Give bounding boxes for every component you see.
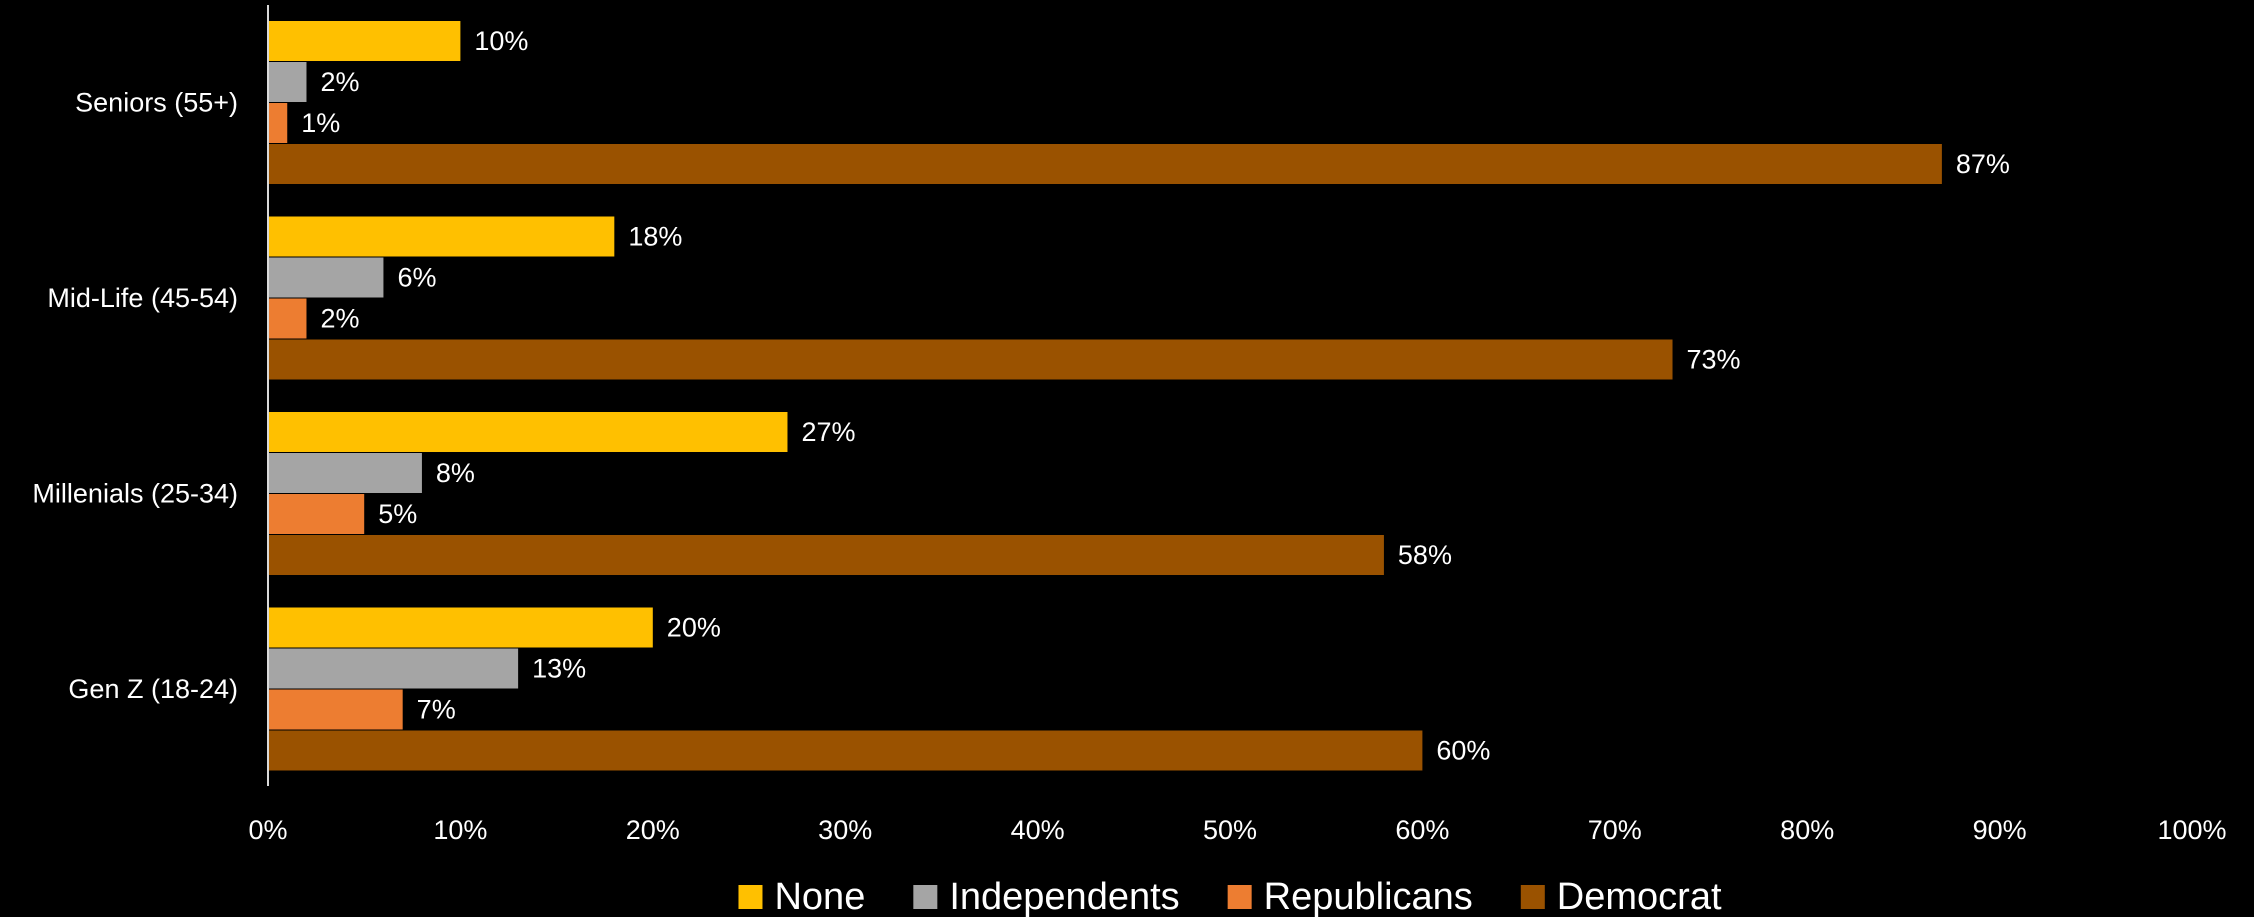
bar-gen-z-18-24-independents xyxy=(268,648,519,689)
x-tick-labels-layer: 0% 10% 20% 30% 40% 50% 60% 70% 80% 90% 100% xyxy=(248,815,2226,845)
legend-label-none: None xyxy=(774,876,865,917)
data-label-gen-z-18-24-republicans: 7% xyxy=(417,695,456,725)
bar-mid-life-45-54-republicans xyxy=(268,298,307,339)
category-label-mid-life-45-54: Mid-Life (45-54) xyxy=(47,283,238,313)
data-label-gen-z-18-24-none: 20% xyxy=(667,613,721,643)
bar-seniors-55-republicans xyxy=(268,103,288,143)
x-tick-label-50: 50% xyxy=(1203,815,1257,845)
data-label-gen-z-18-24-democrat: 60% xyxy=(1436,736,1490,766)
bar-gen-z-18-24-republicans xyxy=(268,689,403,730)
legend-label-democrat: Democrat xyxy=(1557,876,1722,917)
x-tick-label-90: 90% xyxy=(1973,815,2027,845)
data-label-millenials-25-34-democrat: 58% xyxy=(1398,540,1452,570)
bar-millenials-25-34-independents xyxy=(268,453,422,493)
data-label-seniors-55-republicans: 1% xyxy=(301,108,340,138)
legend-swatch-democrat xyxy=(1520,885,1545,909)
data-label-mid-life-45-54-democrat: 73% xyxy=(1687,345,1741,375)
legend-label-independents: Independents xyxy=(949,876,1179,917)
bar-mid-life-45-54-democrat xyxy=(268,339,1673,380)
bar-millenials-25-34-democrat xyxy=(268,535,1384,575)
data-label-millenials-25-34-none: 27% xyxy=(801,417,855,447)
x-tick-label-80: 80% xyxy=(1780,815,1834,845)
bar-gen-z-18-24-democrat xyxy=(268,730,1423,771)
bar-mid-life-45-54-none xyxy=(268,216,615,257)
data-labels-layer: 10% 2% 1% 87% 18% 6% 2% 73% 27% 8% 5% 58% 20% 13% 7% 60… xyxy=(301,26,2010,766)
bar-mid-life-45-54-independents xyxy=(268,257,384,298)
bar-millenials-25-34-none xyxy=(268,412,788,452)
x-tick-label-40: 40% xyxy=(1011,815,1065,845)
data-label-seniors-55-independents: 2% xyxy=(320,67,359,97)
bar-millenials-25-34-republicans xyxy=(268,494,365,534)
x-tick-label-70: 70% xyxy=(1588,815,1642,845)
x-tick-label-10: 10% xyxy=(433,815,487,845)
x-tick-label-60: 60% xyxy=(1395,815,1449,845)
data-label-gen-z-18-24-independents: 13% xyxy=(532,654,586,684)
bars-layer xyxy=(268,21,1942,771)
bar-seniors-55-democrat xyxy=(268,144,1942,184)
data-label-seniors-55-none: 10% xyxy=(474,26,528,56)
category-labels-layer: Seniors (55+) Mid-Life (45-54) Millenials … xyxy=(32,88,238,705)
x-tick-label-20: 20% xyxy=(626,815,680,845)
legend-swatch-none xyxy=(738,885,763,909)
data-label-seniors-55-democrat: 87% xyxy=(1956,149,2010,179)
legend: None Independents Republicans Democrat xyxy=(738,876,1722,917)
legend-label-republicans: Republicans xyxy=(1264,876,1473,917)
x-tick-label-100: 100% xyxy=(2157,815,2226,845)
bar-seniors-55-none xyxy=(268,21,461,61)
bar-seniors-55-independents xyxy=(268,62,307,102)
data-label-mid-life-45-54-republicans: 2% xyxy=(320,304,359,334)
legend-swatch-republicans xyxy=(1227,885,1252,909)
category-label-gen-z-18-24: Gen Z (18-24) xyxy=(68,674,238,704)
legend-swatch-independents xyxy=(913,885,938,909)
data-label-mid-life-45-54-none: 18% xyxy=(628,222,682,252)
x-tick-label-0: 0% xyxy=(248,815,287,845)
x-tick-label-30: 30% xyxy=(818,815,872,845)
bar-gen-z-18-24-none xyxy=(268,607,653,648)
data-label-mid-life-45-54-independents: 6% xyxy=(397,263,436,293)
data-label-millenials-25-34-republicans: 5% xyxy=(378,499,417,529)
data-label-millenials-25-34-independents: 8% xyxy=(436,458,475,488)
category-label-seniors-55: Seniors (55+) xyxy=(75,88,238,118)
category-label-millenials-25-34: Millenials (25-34) xyxy=(32,479,238,509)
